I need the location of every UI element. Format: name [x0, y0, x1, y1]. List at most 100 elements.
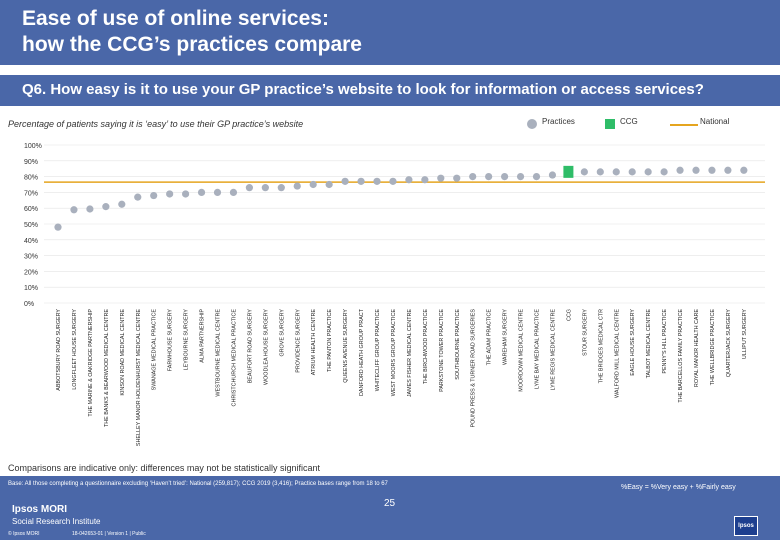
practice-point	[197, 188, 206, 196]
practice-point	[469, 173, 477, 181]
practice-point	[516, 173, 525, 181]
category-label: LYME BAY MEDICAL PRACTICE	[535, 309, 541, 389]
category-label: LONGFLEET HOUSE SURGERY	[72, 309, 78, 390]
practice-point	[229, 188, 238, 196]
copyright: © Ipsos MORI	[8, 531, 40, 537]
practice-point	[70, 206, 78, 214]
practice-point	[277, 184, 285, 192]
base-text: Base: All those completing a questionnai…	[8, 481, 388, 487]
y-tick-label: 90%	[24, 159, 38, 166]
category-label: TALBOT MEDICAL CENTRE	[646, 309, 652, 379]
y-tick-label: 60%	[24, 206, 38, 213]
practice-point	[373, 177, 381, 185]
practice-point	[692, 166, 700, 174]
category-label: THE BARCELLOS FAMILY PRACTICE	[678, 309, 684, 403]
practice-point	[102, 203, 110, 211]
practice-point	[182, 190, 190, 198]
category-label: CCG	[566, 309, 572, 321]
practice-point	[676, 166, 684, 174]
category-label: WEST MOORS GROUP PRACTICE	[391, 309, 397, 397]
legend-national-label: National	[700, 117, 730, 126]
legend-practices-marker	[527, 119, 537, 129]
y-tick-label: 100%	[24, 143, 42, 150]
category-label: FARMHOUSE SURGERY	[168, 309, 174, 372]
page-number: 25	[384, 498, 396, 509]
practice-point	[118, 200, 126, 208]
practice-point	[357, 177, 365, 185]
practice-point	[485, 173, 493, 181]
practice-point	[724, 166, 732, 174]
category-label: PARKSTONE TOWER PRACTICE	[439, 309, 445, 392]
ipsos-logo-badge: Ipsos	[734, 516, 758, 536]
category-label: WESTBOURNE MEDICAL CENTRE	[216, 309, 222, 397]
category-label: CHRISTCHURCH MEDICAL PRACTICE	[231, 309, 237, 407]
category-label: ROYAL MANOR HEALTH CARE	[694, 309, 700, 387]
category-label: EAGLE HOUSE SURGERY	[630, 309, 636, 376]
practice-point	[612, 168, 620, 176]
legend-ccg-marker	[605, 119, 615, 129]
practice-point	[54, 223, 62, 231]
title-line-2: how the CCG’s practices compare	[22, 33, 362, 56]
practice-point	[261, 184, 269, 192]
category-label: THE BRIDGES MEDICAL CTR	[598, 309, 604, 383]
y-tick-label: 70%	[24, 190, 38, 197]
category-label: QUARTERJACK SURGERY	[726, 309, 732, 378]
title-line-1: Ease of use of online services:	[22, 7, 329, 30]
category-label: THE MARINE & OAKRIDGE PARTNERSHIP	[88, 309, 94, 417]
category-label: SOUTHBOURNE PRACTICE	[455, 309, 461, 380]
practice-point	[134, 193, 142, 201]
practice-point	[405, 176, 413, 184]
y-tick-label: 50%	[24, 222, 38, 229]
page-title: Ease of use of online services: how the …	[22, 6, 362, 58]
y-tick-label: 40%	[24, 238, 38, 245]
legend-national-marker	[670, 124, 698, 126]
category-label: JAMES FISHER MEDICAL CENTRE	[407, 309, 413, 398]
category-label: POUND PRESS & TURNER ROAD SURGERIES	[471, 309, 477, 428]
legend-ccg-label: CCG	[620, 117, 638, 126]
category-label: WOODLEA HOUSE SURGERY	[263, 309, 269, 385]
legend-practices-label: Practices	[542, 117, 575, 126]
category-label: SWANAGE MEDICAL PRACTICE	[152, 309, 158, 391]
category-label: MOORDOWN MEDICAL CENTRE	[519, 309, 525, 392]
practice-point	[532, 173, 541, 181]
category-label: THE BIRCHWOOD PRACTICE	[423, 309, 429, 385]
practice-point	[708, 166, 716, 174]
category-label: THE PANTON PRACTICE	[327, 309, 333, 372]
practice-point	[740, 166, 748, 174]
y-tick-label: 0%	[24, 301, 34, 308]
practice-point	[86, 205, 94, 213]
category-label: WALFORD MILL MEDICAL CENTRE	[614, 309, 620, 398]
report-reference: 18-042653-01 | Version 1 | Public	[72, 531, 146, 537]
sri-logo-text: Social Research Institute	[12, 517, 101, 526]
practice-point	[644, 168, 652, 176]
category-label: ULLIPUT SURGERY	[742, 309, 748, 360]
category-label: LEYBOURNE SURGERY	[184, 309, 190, 371]
category-label: ABBOTSBURY ROAD SURGERY	[56, 309, 62, 391]
practice-point	[150, 191, 158, 200]
category-label: ALMA PARTNERSHIP	[200, 309, 206, 363]
category-label: QUEENS AVENUE SURGERY	[343, 309, 349, 383]
category-label: PENNY'S HILL PRACTICE	[662, 309, 668, 374]
practice-point	[309, 180, 317, 189]
practice-point	[293, 182, 301, 190]
footer-banner: Base: All those completing a questionnai…	[0, 476, 780, 540]
category-label: KINSON ROAD MEDICAL CENTRE	[120, 309, 126, 396]
practice-point	[421, 176, 429, 184]
category-label: LYME REGIS MEDICAL CENTRE	[550, 309, 556, 391]
category-label: BEAUFORT ROAD SURGERY	[247, 309, 253, 384]
practice-point	[213, 188, 222, 196]
ccg-marker	[563, 165, 574, 178]
practice-point	[596, 168, 604, 176]
practice-point	[341, 177, 349, 185]
category-label: THE WELLBRIDGE PRACTICE	[710, 309, 716, 386]
header-banner: Ease of use of online services: how the …	[0, 0, 780, 65]
chart-subtitle: Percentage of patients saying it is ‘eas…	[8, 119, 304, 129]
practice-point	[660, 168, 668, 176]
category-label: PROVIDENCE SURGERY	[295, 309, 301, 373]
practice-point	[628, 168, 636, 176]
category-label: GROVE SURGERY	[279, 309, 285, 357]
category-label: THE BANKS & BEARWOOD MEDICAL CENTRE	[104, 309, 110, 427]
practice-point	[453, 174, 461, 182]
category-label: SHELLEY MANOR HOLDENHURST MEDICAL CENTRE	[136, 309, 142, 446]
